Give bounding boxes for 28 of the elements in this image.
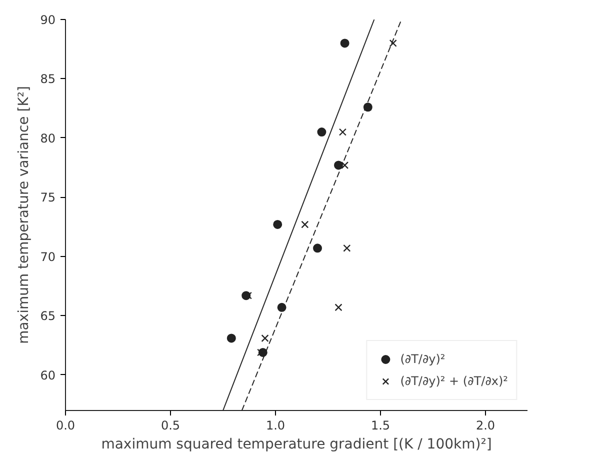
y-tick-label: 60 <box>40 368 56 382</box>
x-axis-title: maximum squared temperature gradient [(K / 100km)²] <box>101 436 492 452</box>
y-tick-label: 65 <box>40 309 56 324</box>
legend-label: (∂T/∂y)² + (∂T/∂x)² <box>400 374 508 388</box>
y-tick-label: 75 <box>40 190 56 205</box>
legend-label: (∂T/∂y)² <box>400 352 446 366</box>
point <box>301 220 309 228</box>
y-tick-label: 90 <box>40 13 56 27</box>
x-tick-label: 0.5 <box>160 418 180 432</box>
point <box>341 161 349 170</box>
x-tick-label: 0.0 <box>56 418 76 432</box>
y-tick-label: 70 <box>40 250 56 264</box>
point <box>273 220 282 229</box>
point <box>338 128 346 136</box>
point <box>343 244 351 252</box>
x-tick-label: 2.0 <box>476 418 496 432</box>
y-tick-label: 85 <box>40 72 56 86</box>
y-tick-label: 80 <box>40 131 56 146</box>
point <box>313 244 322 253</box>
point <box>389 39 397 47</box>
point <box>261 334 269 342</box>
point <box>340 38 350 48</box>
x-tick-label: 1.0 <box>266 418 286 432</box>
point <box>226 334 236 343</box>
point <box>317 128 326 137</box>
x-tick-label: 1.5 <box>370 418 390 432</box>
y-axis-title: maximum temperature variance [K²] <box>16 86 32 344</box>
point <box>334 304 342 312</box>
